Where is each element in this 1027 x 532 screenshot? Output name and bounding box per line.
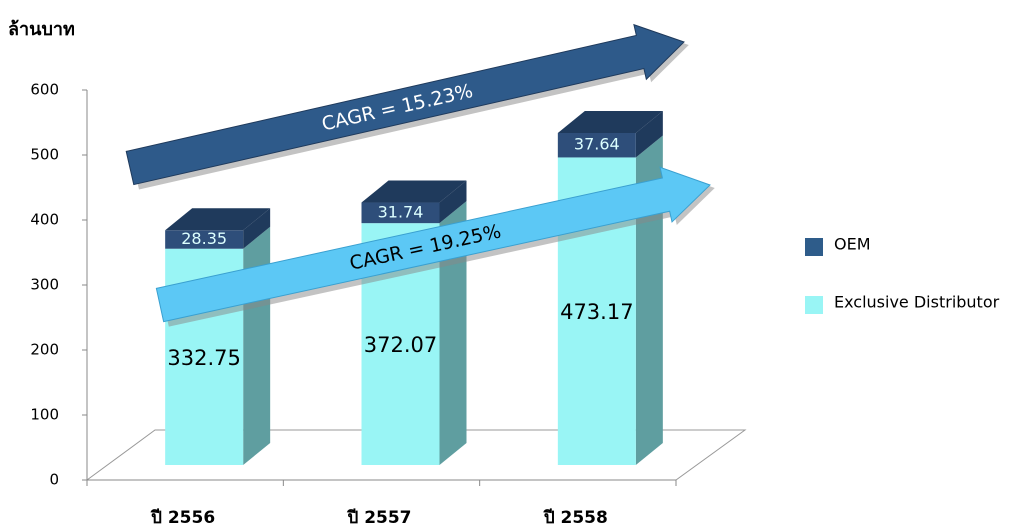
bar-side [243,208,271,249]
value-label: 372.07 [364,333,437,357]
bar-top [361,180,467,203]
legend-label: OEM [834,235,871,254]
value-label: 31.74 [378,202,424,221]
arrow: CAGR = 19.25% [155,166,715,327]
legend-swatch [805,238,823,256]
x-tick-label: ปี 2557 [347,507,412,528]
y-tick-label: 300 [30,276,59,294]
value-label: 332.75 [167,346,240,370]
bar-side [439,180,467,224]
value-label: 37.64 [574,135,620,154]
arrow-body [125,23,685,186]
y-tick-label: 0 [49,471,59,489]
bar-top [557,110,663,133]
x-tick-label: ปี 2556 [150,507,215,528]
y-tick-label: 500 [30,146,59,164]
y-tick-label: 200 [30,341,59,359]
bar-top [165,208,271,231]
bar-side [243,226,271,465]
y-tick-label: 400 [30,211,59,229]
arrow-body [155,166,711,323]
bar-side [635,110,663,158]
bar-side [439,201,467,466]
value-label: 473.17 [560,300,633,324]
value-label: 28.35 [181,229,227,248]
x-tick-label: ปี 2558 [543,507,608,528]
legend-swatch [805,296,823,314]
bar [361,202,440,224]
y-axis-label: ล้านบาท [8,19,75,40]
legend-label: Exclusive Distributor [834,293,1000,312]
y-tick-label: 600 [30,81,59,99]
bar [165,230,244,249]
bar [557,132,636,158]
y-tick-label: 100 [30,406,59,424]
